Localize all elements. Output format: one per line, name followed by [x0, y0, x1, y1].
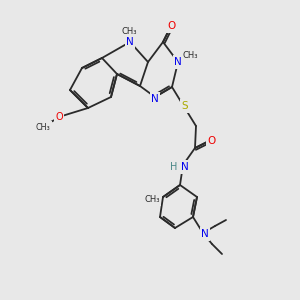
- Text: H: H: [170, 162, 178, 172]
- Text: S: S: [182, 101, 188, 111]
- Text: O: O: [208, 136, 216, 146]
- Text: CH₃: CH₃: [121, 26, 137, 35]
- Text: N: N: [174, 57, 182, 67]
- Text: N: N: [151, 94, 159, 104]
- Text: O: O: [167, 21, 175, 31]
- Text: CH₃: CH₃: [182, 50, 198, 59]
- Text: CH₃: CH₃: [144, 196, 160, 205]
- Text: O: O: [55, 112, 63, 122]
- Text: CH₃: CH₃: [36, 122, 50, 131]
- Text: N: N: [126, 37, 134, 47]
- Text: N: N: [181, 162, 189, 172]
- Text: N: N: [201, 229, 209, 239]
